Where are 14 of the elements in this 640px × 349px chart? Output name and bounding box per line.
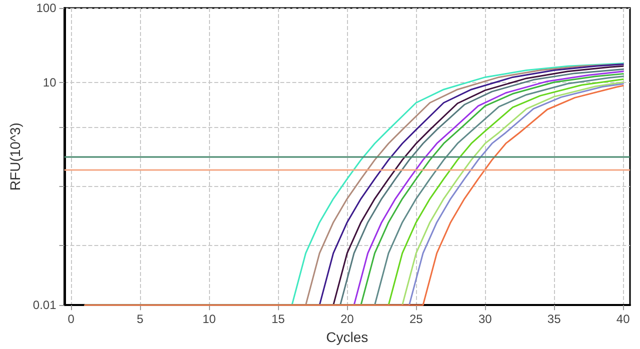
y-tick-label: 100: [36, 1, 57, 15]
y-axis-title: RFU(10^3): [7, 122, 23, 191]
x-tick-label: 25: [409, 312, 424, 326]
x-tick-label: 10: [202, 312, 216, 326]
x-tick-label: 0: [68, 312, 75, 326]
y-tick-label: 0.01: [32, 298, 57, 312]
x-tick-label: 15: [271, 312, 286, 326]
x-tick-label: 35: [547, 312, 562, 326]
x-axis-title: Cycles: [326, 329, 368, 345]
x-tick-label: 20: [340, 312, 354, 326]
x-tick-label: 30: [478, 312, 492, 326]
x-tick-label: 40: [616, 312, 630, 326]
y-tick-label: 10: [42, 75, 57, 90]
x-tick-label: 5: [136, 312, 144, 326]
